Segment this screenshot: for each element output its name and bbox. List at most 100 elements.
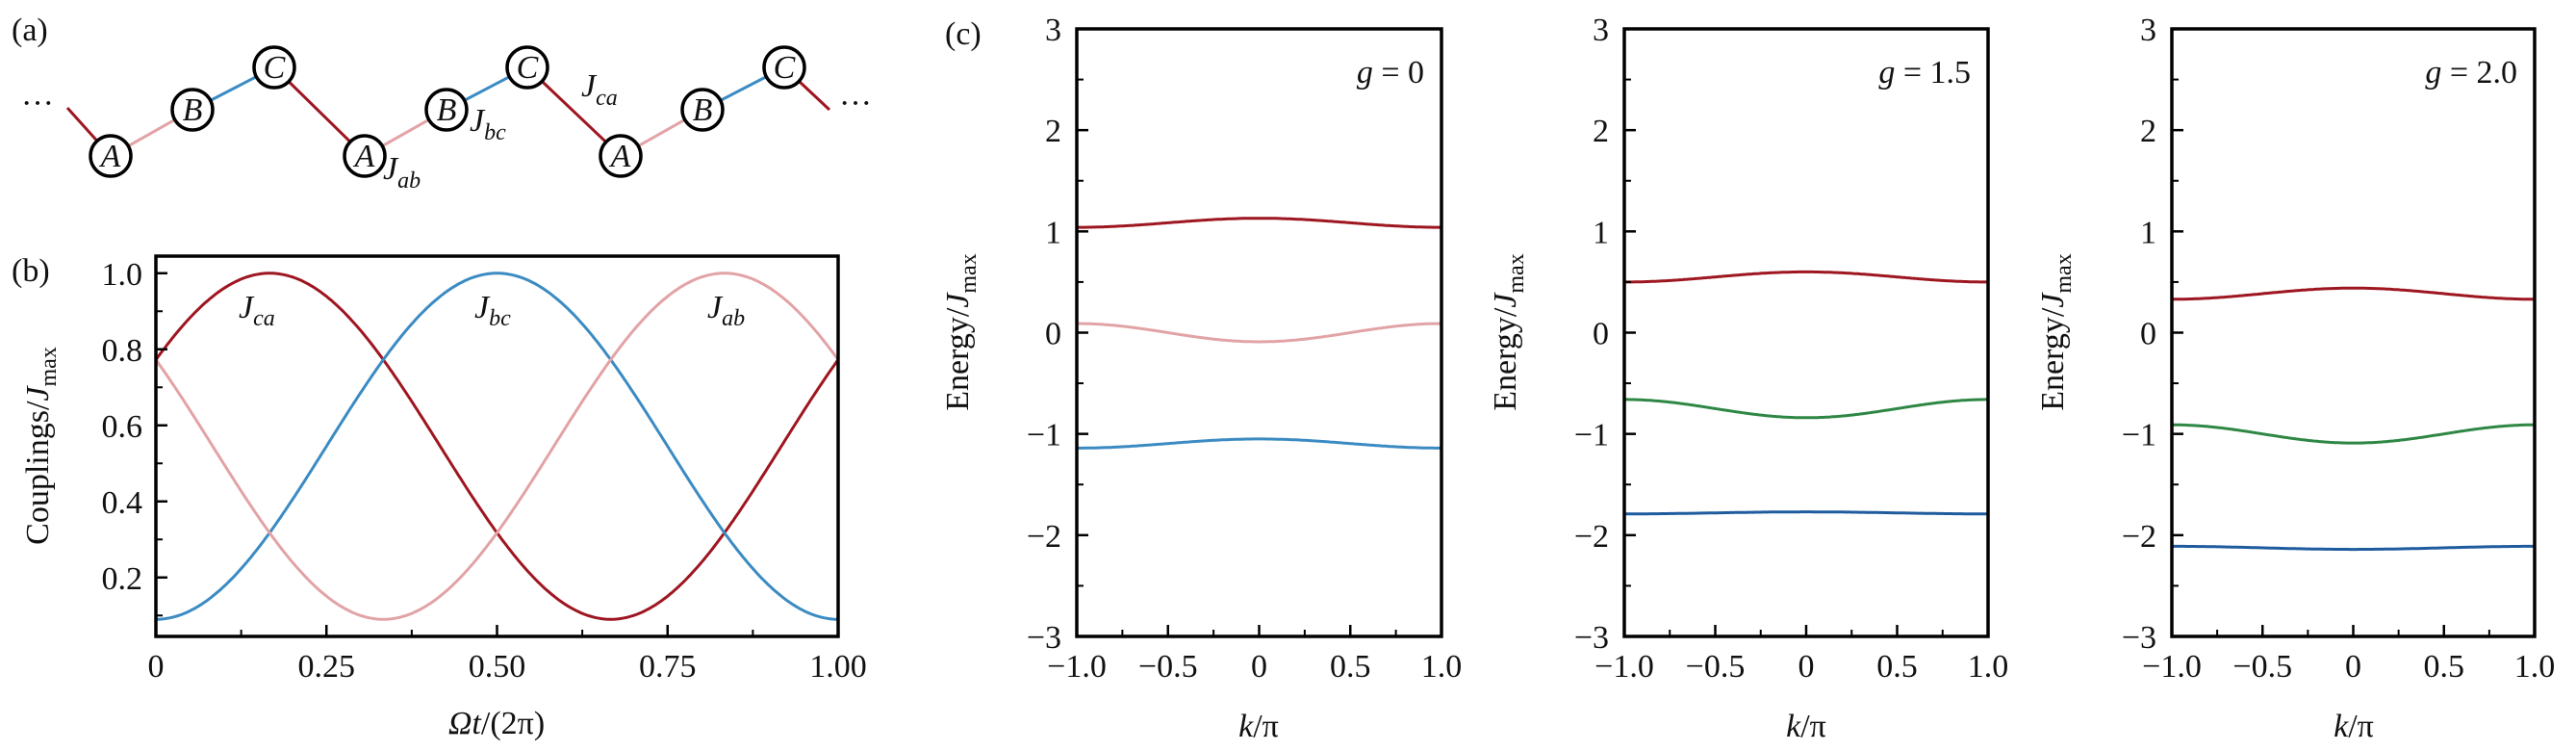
y-tick-label: −2 [2122, 519, 2156, 555]
upper-band-curve [1077, 217, 1441, 229]
site-label: C [517, 50, 539, 86]
ellipsis-right: ··· [839, 86, 872, 121]
panel-label-a: (a) [12, 13, 48, 48]
y-tick-label: 2 [2140, 114, 2156, 149]
x-axis-label-b: Ωt/(2π) [448, 706, 545, 741]
site-node [680, 88, 725, 132]
site-label: A [609, 139, 631, 174]
middle-band-curve [1077, 322, 1441, 344]
bond-label-jbc: Jbc [470, 103, 506, 145]
panel-label-b: (b) [12, 253, 50, 289]
y-tick-label: 3 [1045, 13, 1061, 48]
site-node [505, 45, 549, 90]
y-tick-label: −1 [1027, 418, 1061, 453]
y-tick-label: 1.0 [102, 257, 143, 293]
y-tick-label: −1 [2122, 418, 2156, 453]
x-tick-label: −1.0 [1594, 649, 1654, 685]
middle-band-curve [1624, 398, 1988, 420]
bond-label-jab: Jab [383, 151, 421, 194]
x-tick-label: 0 [2345, 649, 2361, 685]
x-tick-label: 0 [148, 649, 165, 685]
site-label: C [774, 50, 796, 86]
axes-frame [1622, 27, 1990, 638]
y-tick-label: −3 [1574, 620, 1609, 656]
upper-band-curve [2172, 286, 2535, 301]
band-plot-g0: −1.0 −0.5 0 0.5 1.0 −3 −2 −1 0 1 2 3 [1027, 13, 1462, 685]
x-tick-label: 1.0 [1968, 649, 2009, 685]
y-tick-label: −2 [1027, 519, 1061, 555]
x-axis-label-c1: k/π [1238, 709, 1279, 744]
ellipsis-left: ··· [21, 86, 54, 121]
y-axis-label-c3: Energy/Jmax [2035, 253, 2077, 410]
site-node [252, 45, 296, 90]
x-tick-label: −0.5 [1138, 649, 1198, 685]
y-tick-label: 0.4 [102, 485, 143, 521]
site-node [170, 88, 215, 132]
axes-frame [2170, 27, 2537, 638]
x-tick-label: 1.00 [809, 649, 867, 685]
x-tick-label: 1.0 [1421, 649, 1463, 685]
x-axis-label-c2: k/π [1786, 709, 1826, 744]
site-label: C [264, 50, 286, 86]
curve-label-jab: Jab [707, 290, 745, 331]
site-node [343, 134, 387, 178]
axes-frame [1075, 27, 1443, 638]
x-tick-label: 0.5 [1876, 649, 1918, 685]
y-tick-label: 1 [1045, 215, 1061, 250]
y-tick-label: −3 [1027, 620, 1061, 656]
y-tick-label: 1 [2140, 215, 2156, 250]
curve-label-jca: Jca [239, 290, 275, 331]
y-tick-label: 0.6 [102, 409, 143, 445]
bond-label-jca: Jca [581, 68, 618, 111]
band-plot-g2-0: −1.0 −0.5 0 0.5 1.0 −3 −2 −1 0 1 2 3 [2122, 13, 2555, 685]
site-node [424, 88, 469, 132]
y-tick-label: 3 [2140, 13, 2156, 48]
y-tick-label: −3 [2122, 620, 2156, 656]
lower-band-curve [1077, 437, 1441, 450]
y-tick-label: 0 [2140, 317, 2156, 352]
chain-diagram: A B C A B C A B C [65, 45, 831, 178]
panel-title-g0: g = 0 [1357, 55, 1424, 91]
lower-band-curve [1624, 510, 1988, 516]
site-node [89, 134, 133, 178]
lower-band-curve [2172, 544, 2535, 552]
site-label: B [437, 92, 457, 128]
y-tick-label: 1 [1593, 215, 1609, 250]
site-label: A [99, 139, 121, 174]
x-tick-label: −0.5 [2232, 649, 2292, 685]
panel-title-g1-5: g = 1.5 [1878, 55, 1971, 91]
x-tick-label: 0.5 [1330, 649, 1371, 685]
y-axis-label-c1: Energy/Jmax [940, 253, 982, 410]
y-tick-label: −1 [1574, 418, 1609, 453]
x-tick-label: 0.5 [2424, 649, 2465, 685]
y-tick-label: −2 [1574, 519, 1609, 555]
x-tick-label: 1.0 [2514, 649, 2556, 685]
y-tick-label: 3 [1593, 13, 1609, 48]
x-tick-label: −1.0 [2142, 649, 2202, 685]
y-tick-label: 0.2 [102, 561, 143, 597]
x-tick-label: −1.0 [1047, 649, 1107, 685]
y-tick-label: 0.8 [102, 333, 143, 369]
y-tick-label: 0 [1045, 317, 1061, 352]
site-label: A [353, 139, 375, 174]
y-tick-label: 2 [1593, 114, 1609, 149]
x-axis-label-c3: k/π [2334, 709, 2374, 744]
curve-j-ab [154, 272, 840, 621]
y-axis-label-b: Couplings/Jmax [20, 347, 62, 545]
x-tick-label: −0.5 [1686, 649, 1746, 685]
panel-title-g2-0: g = 2.0 [2425, 55, 2517, 91]
curve-label-jbc: Jbc [474, 290, 511, 331]
y-axis-label-c2: Energy/Jmax [1488, 253, 1529, 410]
site-label: B [183, 92, 203, 128]
site-node [599, 134, 643, 178]
panel-label-c: (c) [945, 16, 982, 52]
site-label: B [693, 92, 713, 128]
couplings-plot: 0 0.25 0.50 0.75 1.00 0.2 0.4 0.6 0.8 1.0 [102, 254, 867, 685]
x-tick-label: 0.75 [639, 649, 697, 685]
x-tick-label: 0.25 [298, 649, 356, 685]
x-tick-label: 0.50 [469, 649, 526, 685]
upper-band-curve [1624, 270, 1988, 284]
x-tick-label: 0 [1251, 649, 1267, 685]
y-tick-label: 2 [1045, 114, 1061, 149]
